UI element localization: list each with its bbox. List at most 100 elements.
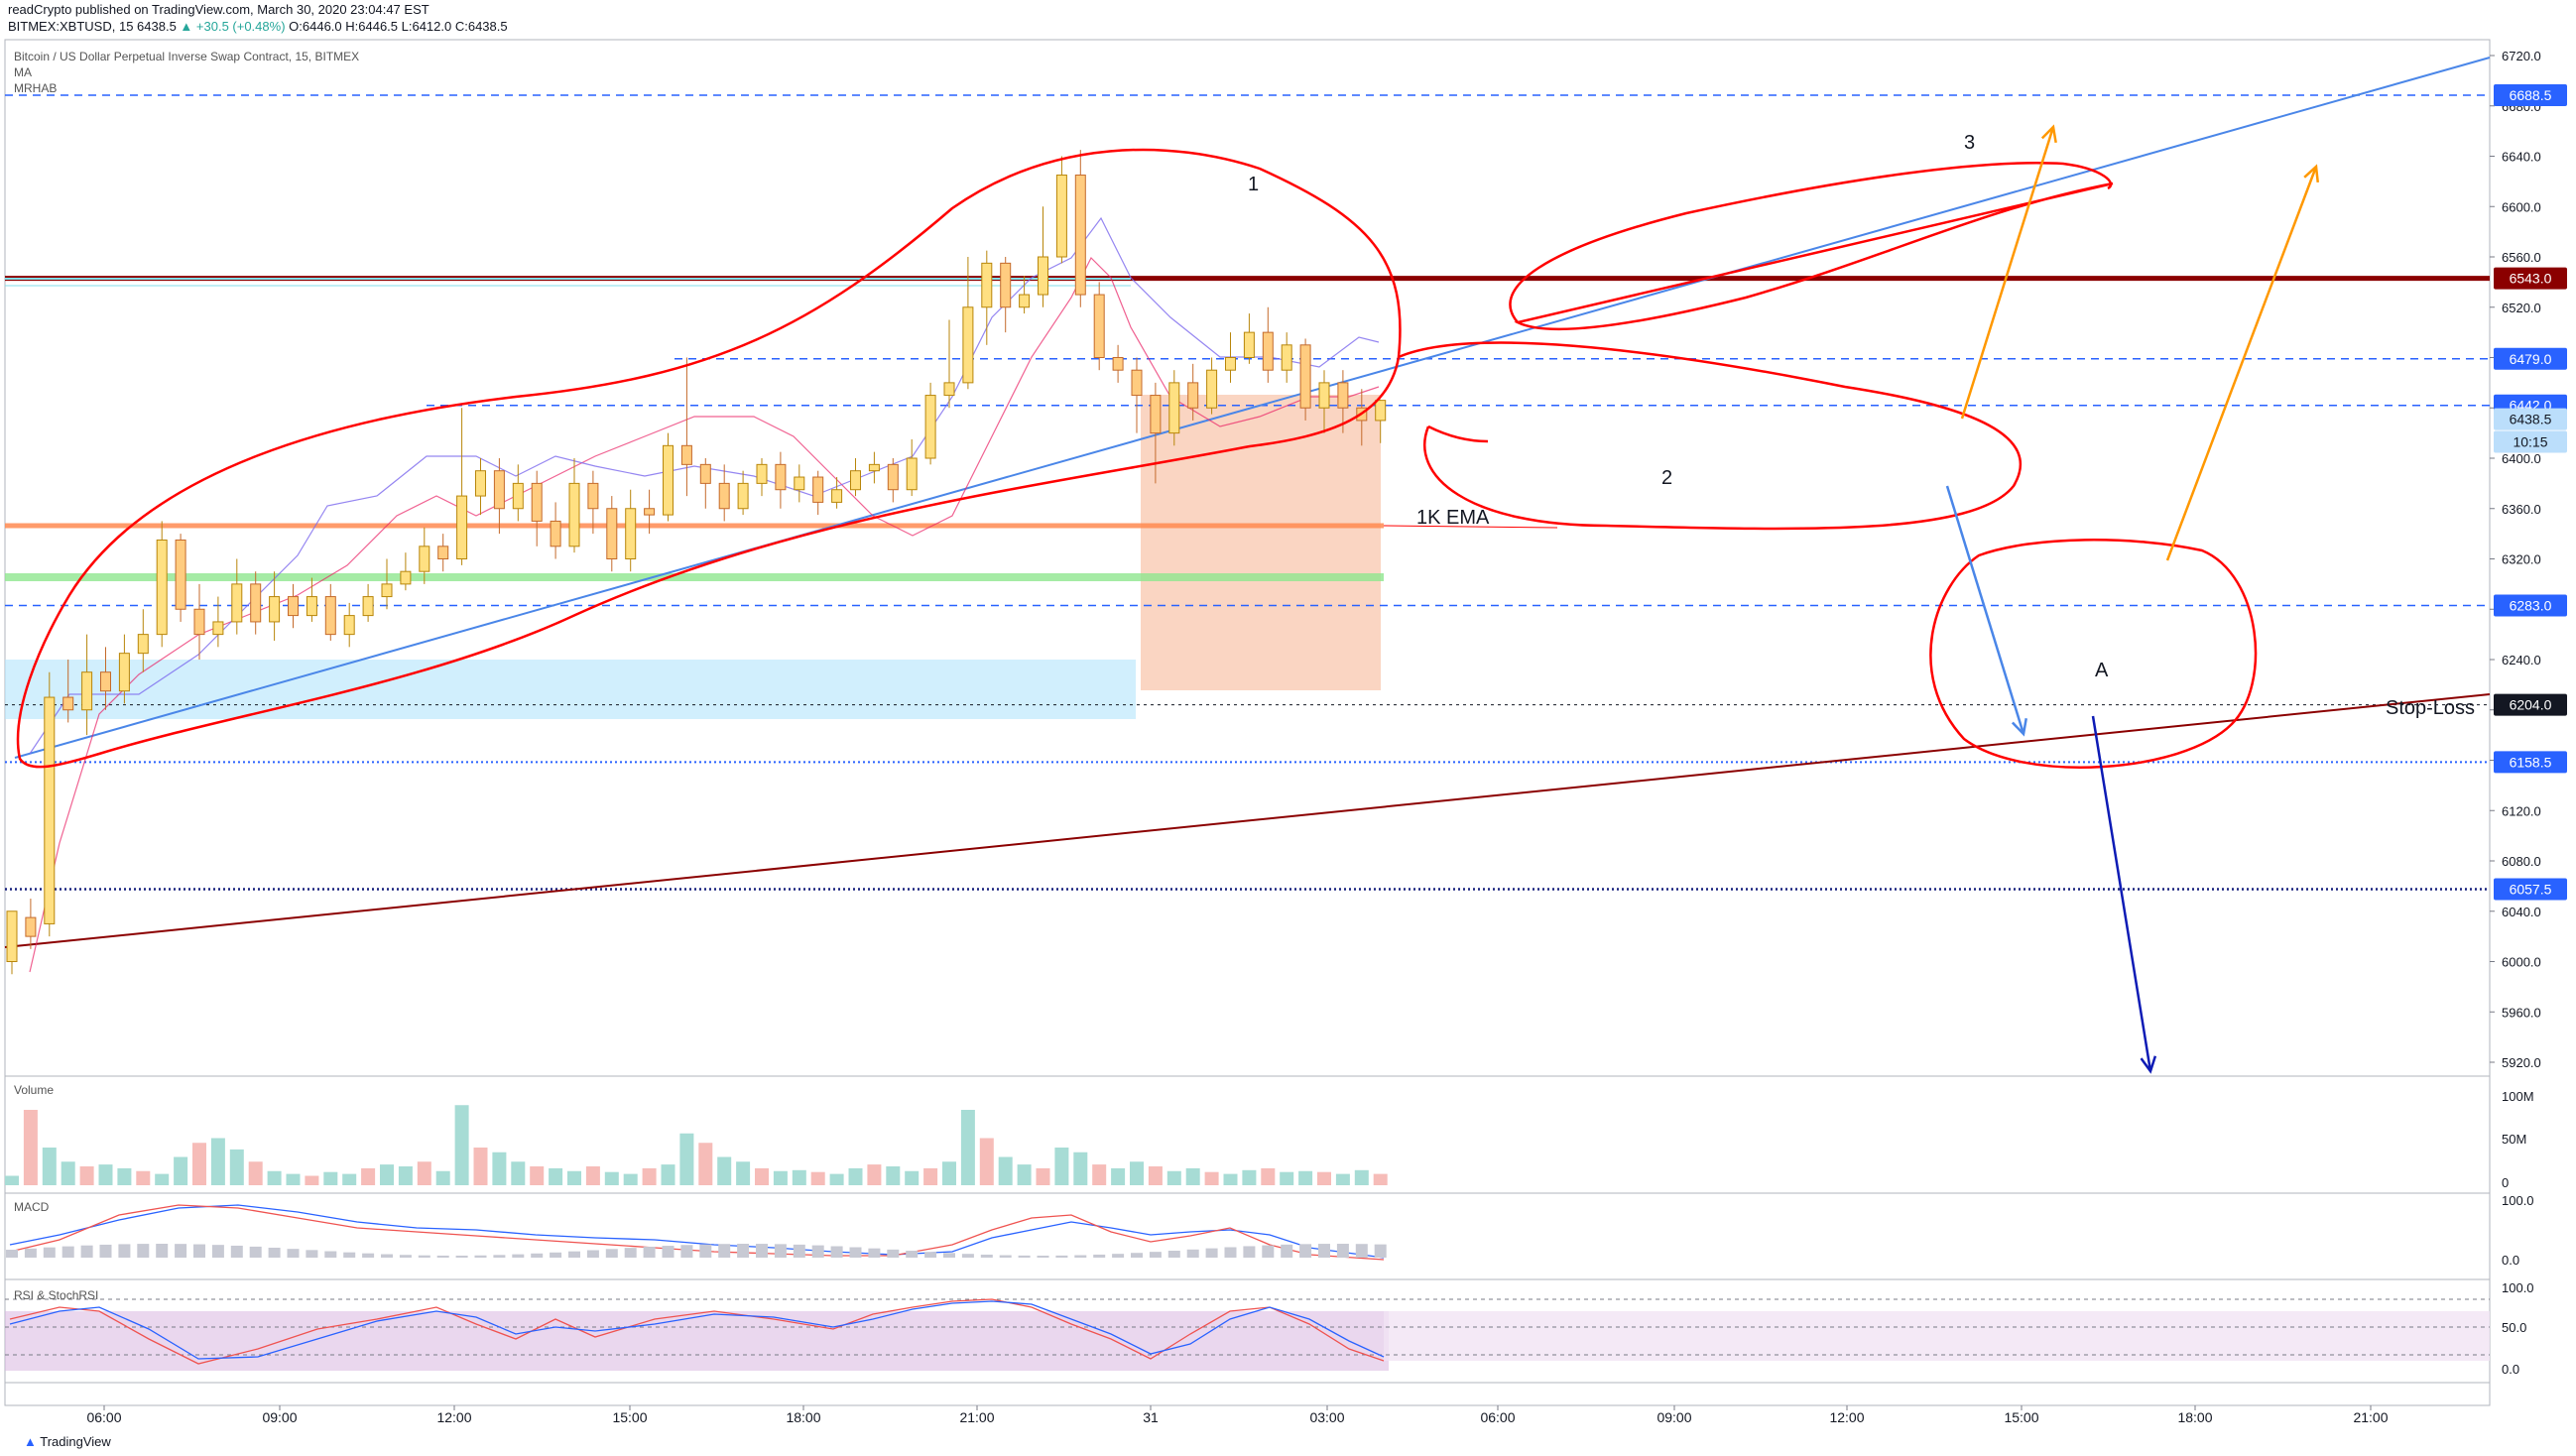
candle-body bbox=[1318, 382, 1330, 409]
macd-histogram-bar bbox=[6, 1250, 18, 1258]
volume-bar bbox=[1223, 1173, 1238, 1185]
macd-histogram-bar bbox=[924, 1252, 937, 1258]
macd-histogram-bar bbox=[737, 1244, 750, 1258]
candle-body bbox=[1055, 175, 1067, 258]
annotation-label-3: 3 bbox=[1964, 132, 1975, 154]
volume-bar bbox=[585, 1166, 600, 1185]
volume-bar bbox=[1092, 1164, 1107, 1185]
price-tag-t6283 bbox=[2494, 594, 2567, 617]
volume-bar bbox=[398, 1166, 413, 1185]
volume-bar bbox=[323, 1171, 338, 1185]
macd-histogram-bar bbox=[906, 1251, 919, 1258]
macd-histogram-bar bbox=[324, 1251, 337, 1258]
macd-histogram-bar bbox=[343, 1252, 356, 1258]
candle-body bbox=[680, 444, 692, 465]
volume-bar bbox=[117, 1167, 132, 1185]
annotation-label-a: A bbox=[2095, 660, 2109, 681]
candle-body bbox=[1074, 175, 1086, 296]
arrow-down-blue-dark bbox=[2091, 715, 2152, 1072]
macd-tick-label: 0.0 bbox=[2502, 1253, 2519, 1268]
volume-bar bbox=[642, 1167, 657, 1185]
candle-body bbox=[25, 916, 37, 937]
macd-histogram-bar bbox=[830, 1246, 843, 1258]
macd-histogram-bar bbox=[1262, 1245, 1275, 1258]
candle-body bbox=[587, 482, 599, 510]
volume-bar bbox=[1036, 1167, 1050, 1185]
macd-histogram-bar bbox=[756, 1244, 768, 1258]
candle-body bbox=[1093, 294, 1105, 358]
volume-bar bbox=[98, 1164, 113, 1185]
volume-bar bbox=[435, 1170, 450, 1185]
y-tick-label: 6400.0 bbox=[2502, 451, 2541, 466]
candle-body bbox=[1206, 369, 1218, 409]
macd-pane-label: MACD bbox=[14, 1200, 50, 1214]
candle-body bbox=[1168, 382, 1180, 434]
y-tick-label: 6640.0 bbox=[2502, 150, 2541, 165]
macd-histogram-bar bbox=[586, 1250, 599, 1258]
volume-bar bbox=[229, 1149, 244, 1185]
rsi-tick-label: 50.0 bbox=[2502, 1320, 2526, 1335]
volume-bar bbox=[192, 1143, 206, 1185]
x-tick-label: 21:00 bbox=[959, 1409, 994, 1425]
volume-bar bbox=[661, 1164, 675, 1185]
volume-bar bbox=[1242, 1169, 1257, 1185]
macd-histogram-bar bbox=[680, 1245, 693, 1258]
macd-histogram-bar bbox=[980, 1254, 993, 1258]
macd-histogram-bar bbox=[1167, 1250, 1180, 1258]
volume-bar bbox=[905, 1170, 920, 1185]
candle-body bbox=[419, 546, 430, 572]
macd-histogram-bar bbox=[849, 1247, 862, 1258]
macd-histogram-bar bbox=[512, 1254, 525, 1258]
candle-body bbox=[1000, 262, 1012, 308]
price-tag-t6158 bbox=[2494, 751, 2567, 774]
macd-histogram-bar bbox=[1243, 1246, 1256, 1258]
symbol-ohlc: BITMEX:XBTUSD, 15 6438.5 ▲ +30.5 (+0.48%… bbox=[8, 19, 508, 34]
macd-histogram-bar bbox=[474, 1255, 487, 1258]
volume-bar bbox=[1185, 1167, 1200, 1185]
y-tick-label: 6120.0 bbox=[2502, 803, 2541, 818]
macd-histogram-bar bbox=[175, 1244, 187, 1258]
volume-bar bbox=[736, 1161, 751, 1185]
x-tick-label: 03:00 bbox=[1309, 1409, 1344, 1425]
candle-body bbox=[1038, 256, 1048, 296]
volume-bar bbox=[717, 1156, 732, 1185]
macd-histogram-bar bbox=[793, 1244, 805, 1258]
volume-tick-label: 50M bbox=[2502, 1132, 2526, 1147]
volume-bar bbox=[61, 1161, 75, 1185]
macd-histogram-bar bbox=[61, 1246, 74, 1258]
rsi-band-fill bbox=[5, 1311, 1389, 1371]
candle-body bbox=[231, 583, 243, 623]
volume-bar bbox=[942, 1161, 956, 1185]
volume-bar bbox=[248, 1161, 263, 1185]
volume-bar bbox=[286, 1173, 301, 1185]
volume-bar bbox=[42, 1148, 57, 1185]
arrow-up-orange-1-head bbox=[2040, 124, 2057, 143]
candle-body bbox=[943, 382, 955, 397]
candle-body bbox=[794, 476, 805, 491]
ascending-trendline-red bbox=[4, 693, 2491, 948]
candle-body bbox=[81, 671, 93, 711]
y-tick-label: 6240.0 bbox=[2502, 653, 2541, 667]
y-tick-label: 6320.0 bbox=[2502, 552, 2541, 567]
macd-histogram-bar bbox=[1037, 1256, 1049, 1258]
candle-body bbox=[193, 608, 205, 636]
candle-body bbox=[850, 470, 861, 491]
volume-bar bbox=[1204, 1171, 1219, 1185]
candle-body bbox=[324, 596, 336, 636]
candle-body bbox=[831, 489, 843, 503]
price-tag-t6057 bbox=[2494, 878, 2567, 901]
volume-bar bbox=[810, 1171, 825, 1185]
arrow-down-blue-dark-head bbox=[2140, 1055, 2157, 1074]
candle-body bbox=[699, 463, 711, 484]
macd-histogram-bar bbox=[455, 1255, 468, 1258]
volume-tick-label: 0 bbox=[2502, 1175, 2509, 1190]
x-tick-label: 06:00 bbox=[86, 1409, 121, 1425]
x-tick-label: 09:00 bbox=[262, 1409, 297, 1425]
chart-frame bbox=[4, 39, 2491, 1406]
candle-body bbox=[118, 653, 130, 692]
volume-bar bbox=[1298, 1170, 1313, 1185]
candle-body bbox=[1337, 382, 1349, 409]
candle-body bbox=[718, 482, 730, 510]
volume-bar bbox=[5, 1175, 19, 1185]
